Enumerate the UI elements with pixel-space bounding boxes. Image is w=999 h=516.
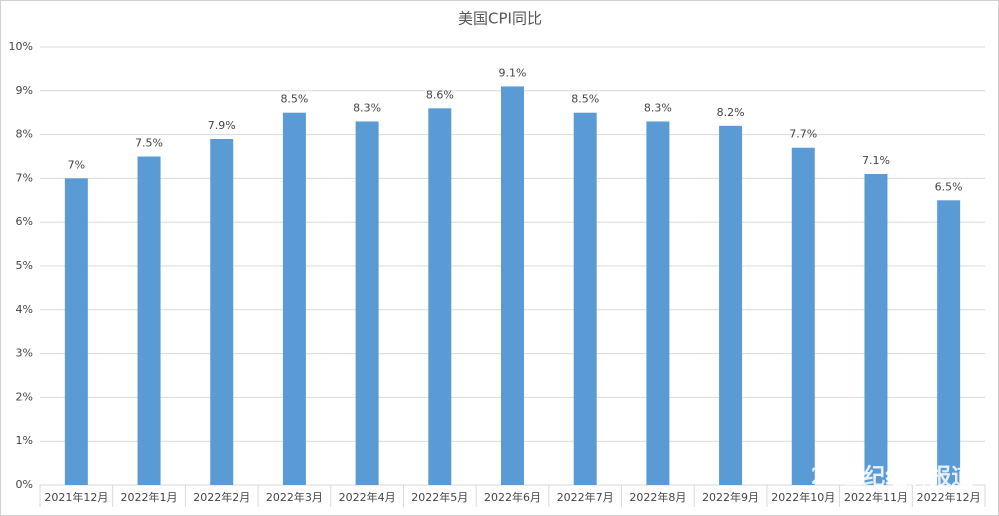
value-label: 8.3%: [644, 101, 672, 114]
y-tick-label: 2%: [16, 390, 33, 403]
x-tick-label: 2022年2月: [193, 490, 250, 504]
chart-title: 美国CPI同比: [458, 10, 542, 28]
bar: [864, 174, 888, 485]
value-label: 8.3%: [353, 101, 381, 114]
bar: [646, 121, 670, 486]
value-label: 7.5%: [135, 137, 163, 150]
y-tick-label: 10%: [9, 40, 33, 53]
y-tick-label: 5%: [16, 259, 33, 272]
x-tick-label: 2022年11月: [844, 490, 908, 504]
value-label: 7.7%: [789, 128, 817, 141]
bar: [719, 125, 743, 485]
x-tick-label: 2022年6月: [484, 490, 541, 504]
value-label: 7.9%: [208, 119, 236, 132]
x-tick-label: 2022年7月: [557, 490, 614, 504]
bar: [791, 147, 815, 486]
x-tick-label: 2022年10月: [771, 490, 835, 504]
value-label: 7.1%: [862, 154, 890, 167]
bar: [282, 112, 306, 485]
y-tick-label: 0%: [16, 478, 33, 491]
x-tick-label: 2022年5月: [411, 490, 468, 504]
value-label: 8.5%: [571, 93, 599, 106]
y-tick-label: 9%: [16, 84, 33, 97]
x-tick-label: 2022年4月: [339, 490, 396, 504]
value-label: 7%: [68, 158, 85, 171]
y-tick-label: 6%: [16, 215, 33, 228]
value-label: 8.2%: [717, 106, 745, 119]
x-tick-label: 2022年12月: [917, 490, 981, 504]
y-tick-label: 4%: [16, 303, 33, 316]
bar: [210, 138, 234, 486]
value-label: 8.5%: [280, 93, 308, 106]
bar: [137, 156, 161, 485]
x-tick-label: 2022年1月: [121, 490, 178, 504]
x-tick-label: 2022年8月: [629, 490, 686, 504]
y-tick-label: 7%: [16, 171, 33, 184]
value-label: 9.1%: [499, 66, 527, 79]
bar: [937, 200, 961, 486]
x-tick-label: 2022年3月: [266, 490, 323, 504]
bar: [64, 178, 88, 485]
bar: [501, 86, 524, 486]
value-label: 8.6%: [426, 88, 454, 101]
value-label: 6.5%: [935, 180, 963, 193]
y-tick-label: 1%: [16, 434, 33, 447]
x-tick-label: 2022年9月: [702, 490, 759, 504]
y-tick-label: 8%: [16, 128, 33, 141]
watermark: 21世纪经济报道: [811, 464, 974, 490]
bar: [428, 108, 452, 485]
bar: [573, 112, 597, 485]
bar: [355, 121, 379, 486]
y-tick-label: 3%: [16, 347, 33, 360]
x-tick-label: 2021年12月: [44, 490, 108, 504]
